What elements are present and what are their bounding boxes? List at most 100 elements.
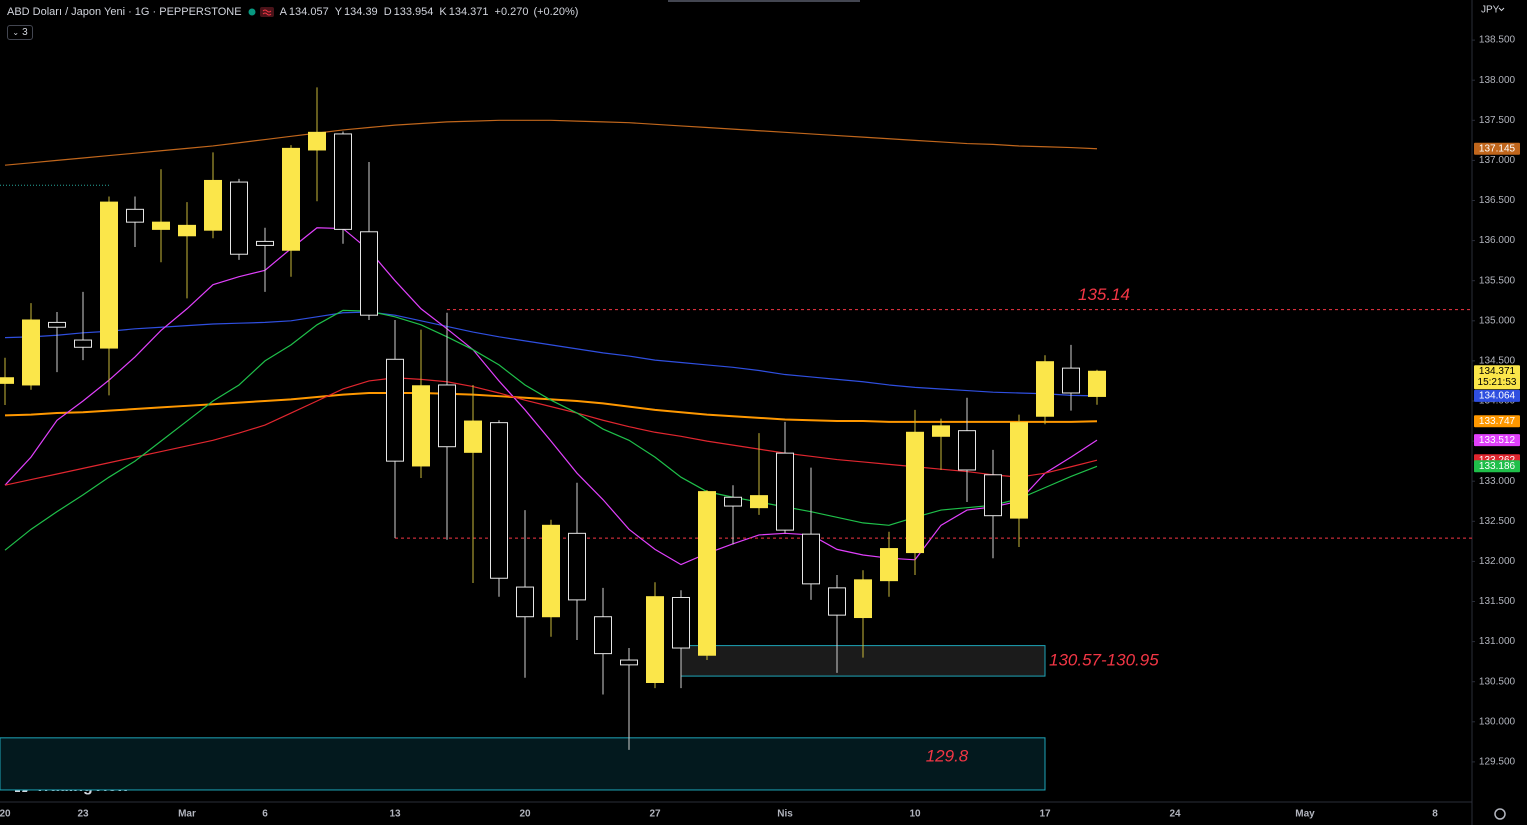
- candle-body: [906, 431, 924, 554]
- settings-icon[interactable]: [1494, 808, 1506, 820]
- candle-body: [620, 659, 638, 666]
- ohlc-label: D: [383, 6, 392, 18]
- candle-body: [256, 240, 274, 246]
- candle-body: [152, 221, 170, 230]
- candle-body: [724, 496, 742, 507]
- candle-body: [802, 533, 820, 585]
- candle-body: [568, 532, 586, 601]
- price-tag: [1474, 365, 1520, 390]
- indicator-toggle[interactable]: ⌄ 3: [7, 25, 33, 40]
- y-tick-label: 130.000: [1479, 716, 1516, 727]
- y-tick-label: 136.000: [1479, 235, 1516, 246]
- y-tick-label: 132.000: [1479, 556, 1516, 567]
- candle-body: [516, 586, 534, 618]
- y-tick-label: 130.500: [1479, 676, 1516, 687]
- y-tick-label: 131.500: [1479, 596, 1516, 607]
- ohlc-value: 134.39: [344, 6, 378, 18]
- candle-body: [360, 231, 378, 316]
- ma-line: [4, 391, 1098, 423]
- candle-body: [0, 377, 14, 384]
- candle-body: [386, 358, 404, 462]
- candle-body: [204, 179, 222, 231]
- candle-body: [464, 420, 482, 453]
- x-tick-label: 13: [389, 809, 401, 820]
- ma-line: [4, 119, 1098, 166]
- ohlc-value: 134.057: [288, 6, 329, 18]
- candle-body: [958, 430, 976, 471]
- gear[interactable]: [1494, 808, 1506, 820]
- y-tick-label: 132.500: [1479, 516, 1516, 527]
- candle-body: [1036, 361, 1054, 417]
- data-badge: [259, 7, 274, 17]
- ohlc-value: 134.371: [448, 6, 489, 18]
- candle-body: [1088, 370, 1106, 397]
- y-tick-label: 135.500: [1479, 275, 1516, 286]
- candle-body: [1010, 422, 1028, 519]
- candle-body: [542, 524, 560, 618]
- price-tag-label: 134.064: [1479, 391, 1516, 402]
- x-tick-label: 24: [1169, 809, 1181, 820]
- currency[interactable]: JPY: [1481, 5, 1500, 16]
- y-tick-label: 131.000: [1479, 636, 1516, 647]
- legend-header: ABD Doları / Japon Yeni · 1G · PEPPERSTO…: [7, 6, 578, 18]
- x-tick-label: 23: [77, 809, 89, 820]
- candle-body: [698, 491, 716, 656]
- x-tick-label: 20: [0, 809, 11, 820]
- candle-body: [282, 147, 300, 251]
- top-handle: [668, 0, 860, 2]
- x-tick-label: May: [1295, 809, 1315, 820]
- candle-body: [750, 495, 768, 509]
- ohlc-label: A: [279, 6, 287, 18]
- candle-body: [594, 616, 612, 655]
- x-tick-label: 8: [1432, 809, 1438, 820]
- price-tag-label: 134.371: [1479, 366, 1516, 377]
- indicator-count: 3: [22, 27, 28, 38]
- y-tick-label: 133.000: [1479, 476, 1516, 487]
- ohlc: A 134.057 Y 134.39 D 133.954 K 134.371 +0.270 (+0…: [280, 6, 579, 18]
- zone-label: 129.8: [926, 746, 969, 765]
- candle-body: [334, 133, 352, 230]
- candle-body: [48, 321, 66, 328]
- candle-body: [932, 425, 950, 437]
- currency-chevron: [1498, 7, 1505, 12]
- candle-body: [308, 131, 326, 151]
- candle-body: [490, 422, 508, 579]
- candle-body: [776, 452, 794, 531]
- y-tick-label: 137.500: [1479, 115, 1516, 126]
- ohlc-label: K: [439, 6, 447, 18]
- y-tick-label: 138.000: [1479, 75, 1516, 86]
- price-tag: [1474, 415, 1520, 428]
- candle-body: [438, 384, 456, 448]
- ohlc-value: 133.954: [393, 6, 434, 18]
- candle-body: [646, 596, 664, 684]
- candle-body: [178, 224, 196, 237]
- zone: [0, 737, 1046, 791]
- candle-body: [880, 548, 898, 582]
- x-tick-label: 17: [1039, 809, 1051, 820]
- y-tick-label: 129.500: [1479, 757, 1516, 768]
- countdown: 15:21:53: [1478, 377, 1517, 388]
- candle-body: [412, 385, 430, 467]
- x-tick-label: 6: [262, 809, 268, 820]
- price-tag: [1474, 460, 1520, 473]
- status-icons: [248, 7, 274, 17]
- x-tick-label: 10: [909, 809, 921, 820]
- price-tag: [1474, 142, 1520, 155]
- market-dot: [248, 8, 256, 16]
- change-pct: (+0.20%): [533, 6, 579, 18]
- y-tick-label: 137.000: [1479, 155, 1516, 166]
- y-tick-label: 134.500: [1479, 356, 1516, 367]
- candle-body: [74, 339, 92, 348]
- price-tag: [1474, 389, 1520, 402]
- y-tick-label: 138.500: [1479, 35, 1516, 46]
- x-tick-label: 27: [649, 809, 661, 820]
- candle-body: [1062, 367, 1080, 394]
- price-tag-label: 133.186: [1479, 461, 1516, 472]
- wave: [262, 9, 271, 16]
- candle-body: [672, 596, 690, 649]
- ohlc-label: Y: [334, 6, 343, 18]
- candle-body: [100, 201, 118, 349]
- symbol-title[interactable]: ABD Doları / Japon Yeni · 1G · PEPPERSTO…: [7, 6, 242, 18]
